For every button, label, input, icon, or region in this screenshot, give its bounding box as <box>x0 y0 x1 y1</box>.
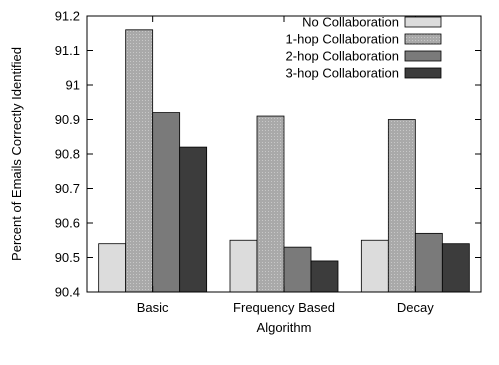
bar-3-hop-2 <box>441 243 470 293</box>
y-tick-label: 90.7 <box>55 181 80 196</box>
legend-label: 2-hop Collaboration <box>286 49 399 64</box>
y-tick-label: 90.4 <box>55 285 80 300</box>
bars-group <box>98 29 470 293</box>
bar-2-hop-2 <box>414 232 443 293</box>
y-tick-label: 90.8 <box>55 147 80 162</box>
y-tick-label: 91.1 <box>55 43 80 58</box>
x-tick-label: Decay <box>397 300 434 315</box>
y-tick-label: 90.6 <box>55 216 80 231</box>
bar-1-hop-0 <box>125 29 154 293</box>
x-axis-ticks: Basic Frequency Based Decay <box>137 16 434 315</box>
bar-1-hop-2 <box>387 119 416 293</box>
legend-swatch <box>404 50 442 62</box>
x-tick-label: Basic <box>137 300 169 315</box>
legend-swatch <box>404 67 442 79</box>
y-tick-label: 90.5 <box>55 250 80 265</box>
y-tick-label: 91.2 <box>55 9 80 24</box>
x-tick-label: Frequency Based <box>233 300 335 315</box>
bar-3-hop-0 <box>179 146 208 293</box>
legend-swatch <box>404 16 442 28</box>
legend-swatch <box>404 33 442 45</box>
y-axis-title: Percent of Emails Correctly Identified <box>9 47 24 261</box>
legend-label: 3-hop Collaboration <box>286 66 399 81</box>
bar-2-hop-1 <box>283 246 312 293</box>
bar-no-collab-2 <box>360 239 389 293</box>
bar-2-hop-0 <box>152 112 181 293</box>
y-tick-label: 90.9 <box>55 112 80 127</box>
bar-no-collab-1 <box>229 239 258 293</box>
y-tick-label: 91 <box>66 78 80 93</box>
bar-1-hop-1 <box>256 115 285 293</box>
legend-label: No Collaboration <box>302 15 399 30</box>
legend: No Collaboration 1-hop Collaboration 2-hop… <box>286 15 442 81</box>
legend-label: 1-hop Collaboration <box>286 32 399 47</box>
bar-3-hop-1 <box>310 260 339 293</box>
y-axis-ticks: 90.4 90.5 90.6 90.7 90.8 90.9 91 91.1 91.2 <box>55 9 481 300</box>
bar-no-collab-0 <box>98 243 127 293</box>
x-axis-title: Algorithm <box>257 320 312 335</box>
